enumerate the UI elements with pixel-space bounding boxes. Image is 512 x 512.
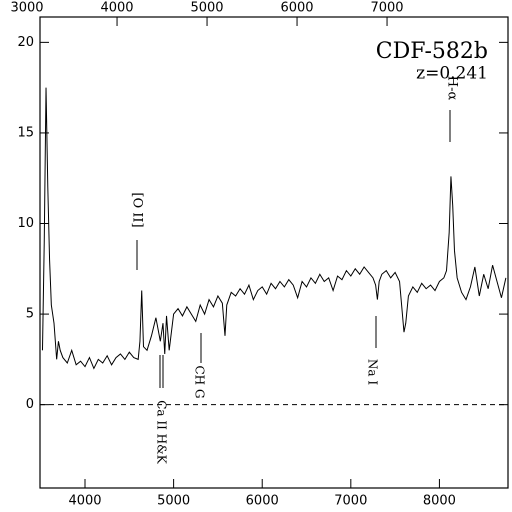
y-tick-label: 5 <box>26 307 34 322</box>
x2-tick-label: 7000 <box>370 1 403 16</box>
y-tick-label: 10 <box>17 216 34 231</box>
annotation: H-α <box>445 76 460 101</box>
x-tick-label: 7000 <box>334 494 367 509</box>
x-tick-label: 4000 <box>68 494 101 509</box>
y-tick-label: 20 <box>17 35 34 50</box>
spectrum-line <box>41 87 507 370</box>
annotation: Ca II H&K <box>155 400 169 465</box>
x2-tick-label: 6000 <box>280 1 313 16</box>
chart-title: CDF-582b <box>376 39 488 64</box>
plot-frame <box>39 16 509 489</box>
x-tick-label: 8000 <box>423 494 456 509</box>
x-tick-label: 6000 <box>246 494 279 509</box>
x2-tick-label: 5000 <box>190 1 223 16</box>
y-tick-label: 0 <box>26 397 34 412</box>
x-tick-label: 5000 <box>157 494 190 509</box>
annotation: CH G <box>193 365 207 398</box>
chart-subtitle: z=0.241 <box>416 64 488 84</box>
y-tick-label: 15 <box>17 125 34 140</box>
annotation-lines <box>136 110 451 388</box>
annotation: Na I <box>366 359 380 385</box>
x2-tick-label: 4000 <box>100 1 133 16</box>
x2-tick-label: 3000 <box>10 1 43 16</box>
annotation: [O II] <box>130 192 145 227</box>
